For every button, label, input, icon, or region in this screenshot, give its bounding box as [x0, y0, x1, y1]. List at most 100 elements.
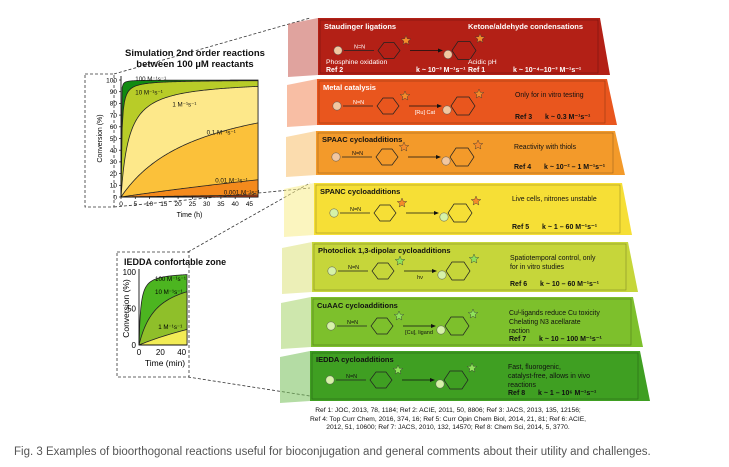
band-title: IEDDA cycloadditions [316, 355, 394, 364]
band-k: k ~ 0.3 M⁻¹s⁻¹ [545, 114, 591, 121]
sim-ytick-label: 40 [110, 148, 118, 155]
sim-ytick-label: 10 [110, 183, 118, 190]
product-star-icon [472, 139, 484, 150]
ring-structure-icon [377, 42, 401, 59]
band-k-2: k ~ 10⁻⁴–10⁻³ M⁻¹s⁻¹ [513, 67, 582, 74]
reaction-bands: Staudinger ligations N=N Phosphine oxidati… [280, 18, 650, 403]
product-ring-icon [444, 316, 470, 336]
product-sphere-icon [442, 105, 452, 115]
band-frame [311, 352, 639, 400]
sim-ytick-label: 60 [110, 124, 118, 131]
ring-structure-icon [369, 371, 393, 389]
product-sphere-icon [437, 270, 447, 280]
band-fade [287, 79, 317, 127]
band-4: Photoclick 1,3-dipolar cycloadditions N=N… [282, 242, 638, 294]
band-note: Only for in vitro testing [515, 92, 584, 99]
product-sphere-icon [443, 50, 453, 59]
product-ring-icon [445, 261, 471, 281]
iedda-series-label: 1 M⁻¹s⁻¹ [158, 324, 182, 331]
band-ref-2: Ref 1 [468, 67, 485, 74]
product-sphere-icon [435, 379, 445, 389]
band-ref: Ref 8 [508, 390, 525, 397]
references: Ref 1: JOC, 2013, 78, 1184; Ref 2: ACIE,… [258, 407, 638, 433]
band-title: SPANC cycloadditions [320, 187, 400, 196]
ring-structure-icon [376, 97, 400, 115]
band-k: k ~ 10⁻³ M⁻¹s⁻¹ [416, 67, 466, 74]
azide-label: N=N [352, 151, 363, 157]
band-title: Staudinger ligations [324, 22, 396, 31]
reactant-sphere-icon [327, 266, 337, 276]
sim-series-label: 10 M⁻¹s⁻¹ [135, 90, 163, 97]
product-sphere-icon [439, 212, 449, 222]
band-ref: Ref 5 [512, 224, 529, 231]
iedda-box [116, 251, 190, 378]
reactant-sphere-icon [333, 46, 343, 55]
iedda-title: IEDDA confortable zone [124, 257, 227, 267]
band-body [310, 351, 650, 401]
sim-title: Simulation 2nd order reactions between 1… [110, 48, 280, 70]
band-body [311, 297, 643, 347]
band-frame [317, 132, 614, 174]
ring-structure-icon [370, 317, 394, 335]
band-frame [318, 80, 606, 124]
band-note: for in vitro studies [510, 264, 565, 271]
tag-star-icon [399, 90, 411, 101]
band-note: Phosphine oxidation [326, 59, 387, 66]
iedda-series-1 [138, 291, 188, 346]
iedda-series-label: 10 M⁻¹s⁻¹ [155, 289, 183, 296]
reaction-arrowhead-icon [436, 155, 441, 159]
band-title-2: Ketone/aldehyde condensations [468, 22, 583, 31]
product-star-icon [470, 195, 482, 206]
sim-ytick-label: 90 [110, 89, 118, 96]
sim-xtick-label: 45 [246, 201, 254, 208]
sim-ytick-label: 20 [110, 171, 118, 178]
tag-star-icon [400, 34, 412, 45]
reaction-arrowhead-icon [432, 269, 437, 273]
iedda-xlabel: Time (min) [145, 358, 185, 368]
band-frame [312, 298, 632, 346]
sim-xtick-label: 10 [146, 201, 154, 208]
band-ref: Ref 4 [514, 164, 531, 171]
sim-ytick-label: 0 [113, 194, 117, 201]
sim-xtick-label: 30 [203, 201, 211, 208]
band-note: Fast, fluorogenic, [508, 364, 561, 371]
band-frame [319, 19, 599, 74]
band-note: Chelating N3 acellarate [509, 319, 581, 326]
reaction-arrowhead-icon [434, 211, 439, 215]
band-frame [315, 184, 621, 234]
product-star-icon [468, 253, 480, 264]
band-fade [280, 351, 310, 403]
band-fade [281, 297, 311, 349]
iedda-ytick-label: 0 [132, 341, 137, 350]
azide-label: N=N [350, 207, 361, 213]
band-6: IEDDA cycloadditions N=N Fast, fluorogenic… [280, 351, 650, 403]
band-ref: Ref 2 [326, 67, 343, 74]
tag-star-icon [394, 255, 406, 266]
band-title: CuAAC cycloadditions [317, 301, 398, 310]
sim-xtick-label: 35 [217, 201, 225, 208]
sim-xtick-label: 5 [133, 201, 137, 208]
iedda-xtick-label: 40 [177, 348, 186, 357]
iedda-ytick-label: 100 [123, 268, 137, 277]
band-body [316, 131, 625, 175]
band-1: Metal catalysis N=N [Ru] Cat Only for in vi… [287, 79, 617, 127]
ref-line-1: Ref 1: JOC, 2013, 78, 1184; Ref 2: ACIE,… [315, 407, 581, 414]
band-body [318, 18, 610, 75]
band-k: k ~ 1 – 60 M⁻¹s⁻¹ [542, 224, 598, 231]
band-frame [313, 243, 627, 291]
band-k: k ~ 1 – 10⁶ M⁻¹s⁻¹ [538, 390, 597, 397]
band-k: k ~ 10⁻² – 1 M⁻¹s⁻¹ [544, 164, 606, 171]
ref-line-2: Ref 4: Top Curr Chem, 2016, 374, 16; Ref… [309, 415, 587, 423]
product-ring-icon [451, 41, 477, 60]
sim-ytick-label: 30 [110, 159, 118, 166]
reactant-sphere-icon [326, 321, 336, 331]
azide-label: N=N [353, 100, 364, 106]
sim-series-3 [120, 122, 259, 198]
product-ring-icon [447, 203, 473, 223]
sim-series-label: 0.001 M⁻¹s⁻¹ [224, 190, 260, 197]
sim-series-label: 1 M⁻¹s⁻¹ [172, 102, 196, 109]
sim-ytick-label: 70 [110, 112, 118, 119]
sim-ytick-label: 80 [110, 101, 118, 108]
tag-star-icon [396, 197, 408, 208]
